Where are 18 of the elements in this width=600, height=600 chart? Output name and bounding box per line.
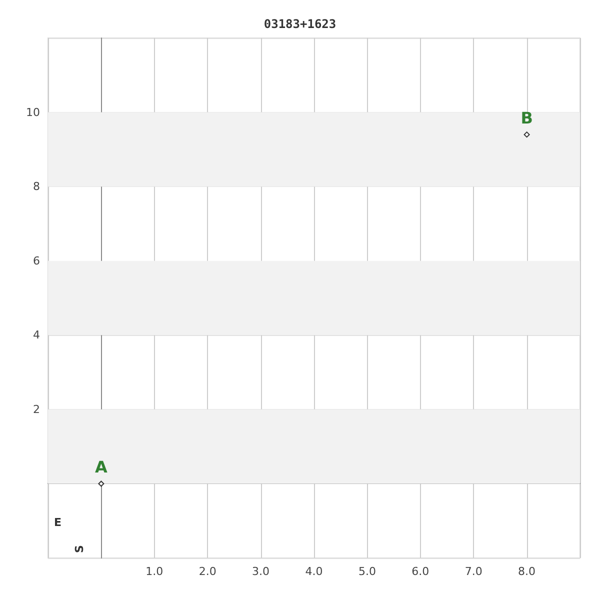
y-tick-label: 10 xyxy=(26,106,40,119)
x-tick-label: 7.0 xyxy=(464,565,482,578)
x-tick-label: 3.0 xyxy=(252,565,270,578)
y-tick-label: 2 xyxy=(33,402,40,416)
x-tick-label: 2.0 xyxy=(198,565,216,578)
annotation: B xyxy=(520,108,533,128)
annotation: E xyxy=(54,516,62,529)
x-tick-label: 1.0 xyxy=(146,565,164,578)
y-tick-label: 6 xyxy=(33,254,40,268)
annotation: S xyxy=(73,545,86,553)
annotation: A xyxy=(95,458,108,477)
x-tick-label: 8.0 xyxy=(518,565,536,578)
x-tick-label: 6.0 xyxy=(412,565,430,578)
x-tick-label: 4.0 xyxy=(305,565,323,578)
chart-title: 03183+1623 xyxy=(264,17,336,31)
y-tick-label: 8 xyxy=(33,180,40,194)
x-tick-label: 5.0 xyxy=(358,565,376,578)
y-tick-label: 4 xyxy=(33,328,40,342)
